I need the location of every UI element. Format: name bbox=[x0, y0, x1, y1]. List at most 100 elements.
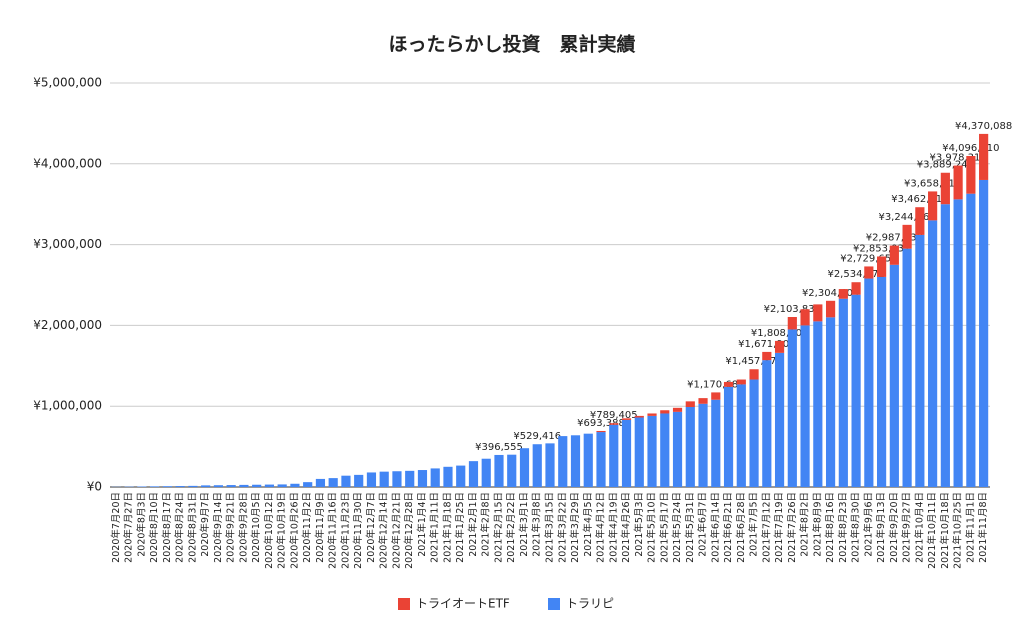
y-tick-label: ¥2,000,000 bbox=[33, 318, 102, 332]
x-tick-label: 2021年7月26日 bbox=[786, 492, 798, 563]
x-tick-label: 2021年1月18日 bbox=[441, 492, 453, 563]
bar-segment bbox=[494, 454, 504, 487]
bar-segment bbox=[800, 309, 810, 326]
x-tick-label: 2021年8月30日 bbox=[850, 492, 862, 563]
x-tick-label: 2021年9月6日 bbox=[862, 492, 874, 557]
data-label: ¥2,304,404 bbox=[802, 288, 859, 299]
data-label: ¥2,534,472 bbox=[827, 269, 884, 280]
bar-segment bbox=[252, 484, 262, 487]
data-label: ¥2,853,031 bbox=[853, 243, 910, 254]
x-tick-label: 2021年8月2日 bbox=[799, 492, 811, 557]
x-tick-label: 2021年11月1日 bbox=[964, 492, 976, 563]
x-tick-label: 2021年4月26日 bbox=[620, 492, 632, 563]
data-label: ¥3,889,240 bbox=[917, 160, 974, 171]
x-tick-label: 2021年3月29日 bbox=[569, 492, 581, 563]
x-tick-label: 2021年3月1日 bbox=[518, 492, 530, 557]
x-tick-label: 2021年1月25日 bbox=[454, 492, 466, 563]
x-tick-label: 2021年7月19日 bbox=[773, 492, 785, 563]
bar-segment bbox=[915, 207, 925, 235]
bar-segment bbox=[698, 398, 708, 404]
chart-title: ほったらかし投資 累計実績 bbox=[388, 33, 635, 56]
data-label: ¥3,244,465 bbox=[878, 212, 935, 223]
bar-segment bbox=[825, 317, 836, 487]
bar-segment bbox=[596, 430, 606, 433]
data-label: ¥3,978,318 bbox=[929, 153, 986, 164]
bar-segment bbox=[800, 325, 810, 487]
data-label: ¥396,555 bbox=[475, 442, 523, 453]
bar-segment bbox=[813, 304, 823, 322]
x-tick-label: 2021年2月22日 bbox=[505, 492, 517, 563]
data-label: ¥789,405 bbox=[590, 410, 638, 421]
x-tick-label: 2020年10月12日 bbox=[263, 492, 275, 569]
bar-segment bbox=[711, 399, 721, 487]
x-tick-label: 2021年10月18日 bbox=[939, 492, 951, 569]
bar-segment bbox=[838, 298, 848, 487]
bar-segment bbox=[328, 478, 338, 487]
x-tick-label: 2020年10月19日 bbox=[276, 492, 288, 569]
x-tick-label: 2020年8月31日 bbox=[186, 492, 198, 563]
legend-label: トライオートETF bbox=[416, 597, 510, 611]
bar-segment bbox=[341, 475, 351, 487]
bar-segment bbox=[787, 317, 797, 330]
bar-segment bbox=[456, 465, 466, 487]
bar-segment bbox=[889, 264, 899, 487]
bar-segment bbox=[838, 289, 848, 299]
bar-segment bbox=[940, 172, 950, 205]
bar-segment bbox=[647, 413, 657, 416]
x-tick-label: 2021年7月5日 bbox=[748, 492, 760, 557]
x-tick-label: 2021年1月4日 bbox=[416, 492, 428, 557]
bar-segment bbox=[596, 432, 606, 487]
x-tick-label: 2020年9月7日 bbox=[199, 492, 211, 557]
bar-segment bbox=[634, 415, 644, 418]
bar-segment bbox=[379, 471, 389, 487]
bar-segment bbox=[583, 433, 593, 487]
bar-segment bbox=[201, 485, 211, 487]
x-tick-label: 2021年8月9日 bbox=[811, 492, 823, 557]
bar-segment bbox=[877, 276, 887, 487]
bar-segment bbox=[851, 282, 861, 295]
x-tick-label: 2020年9月14日 bbox=[212, 492, 224, 563]
bar-segment bbox=[774, 352, 785, 487]
data-label: ¥2,729,656 bbox=[840, 253, 897, 264]
bar-segment bbox=[277, 484, 287, 487]
bar-segment bbox=[264, 484, 275, 487]
bar-segment bbox=[519, 448, 530, 487]
bar-segment bbox=[443, 466, 453, 487]
bar-segment bbox=[647, 415, 657, 487]
x-tick-label: 2021年5月24日 bbox=[671, 492, 683, 563]
bar-segment bbox=[723, 381, 734, 387]
x-tick-label: 2020年12月14日 bbox=[378, 492, 390, 569]
bar-segment bbox=[787, 329, 797, 487]
x-tick-label: 2021年3月22日 bbox=[556, 492, 568, 563]
bar-segment bbox=[392, 471, 402, 487]
bar-segment bbox=[545, 443, 555, 487]
x-tick-label: 2021年6月21日 bbox=[722, 492, 734, 563]
bar-segment bbox=[405, 470, 415, 487]
x-tick-label: 2020年12月21日 bbox=[390, 492, 402, 569]
bar-segment bbox=[150, 486, 160, 487]
bar-segment bbox=[889, 245, 899, 265]
x-tick-label: 2021年4月19日 bbox=[607, 492, 619, 563]
bar-segment bbox=[239, 484, 249, 487]
x-tick-label: 2021年4月5日 bbox=[582, 492, 594, 557]
x-tick-label: 2020年11月16日 bbox=[327, 492, 339, 569]
bar-segment bbox=[366, 472, 377, 487]
legend-swatch bbox=[398, 598, 410, 610]
bar-segment bbox=[609, 423, 619, 425]
bar-segment bbox=[698, 403, 708, 487]
x-tick-label: 2021年6月7日 bbox=[697, 492, 709, 557]
bar-segment bbox=[558, 436, 568, 487]
bar-segment bbox=[825, 300, 836, 318]
legend-swatch bbox=[548, 598, 560, 610]
bar-segment bbox=[354, 474, 364, 487]
data-label: ¥693,388 bbox=[577, 418, 625, 429]
bar-segment bbox=[851, 294, 861, 487]
bar-segment bbox=[966, 193, 976, 488]
bar-segment bbox=[711, 392, 721, 400]
bar-segment bbox=[660, 410, 670, 414]
data-label: ¥1,457,378 bbox=[725, 356, 782, 367]
x-tick-label: 2020年8月24日 bbox=[174, 492, 186, 563]
x-tick-label: 2021年2月1日 bbox=[467, 492, 479, 557]
x-tick-label: 2020年11月9日 bbox=[314, 492, 326, 563]
